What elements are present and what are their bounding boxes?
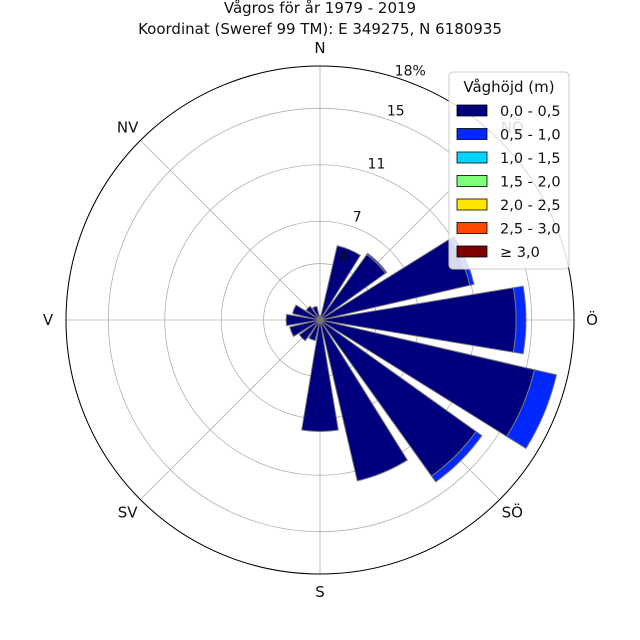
radial-tick-label: 4 [338,249,347,265]
radial-tick-label: 11 [368,156,386,172]
sector-bar-2-bin-1 [366,252,388,274]
direction-label: NV [117,119,139,137]
sector-bar-8-bin-0 [301,319,339,432]
legend-swatch [456,104,488,117]
sector-bar-1-bin-0 [319,245,362,321]
sector-bar-6-bin-1 [430,430,483,483]
grid-spoke-5 [140,319,321,500]
direction-label: Ö [586,310,598,329]
sector-bar-4-bin-1 [512,285,527,355]
chart-subtitle: Koordinat (Sweref 99 TM): E 349275, N 61… [138,20,502,38]
chart-title: Vågros för år 1979 - 2019 [224,0,416,17]
sector-bar-14-bin-0 [305,305,321,321]
direction-label: SV [118,503,139,521]
sector-bar-11-bin-0 [289,319,321,338]
legend-entry-label: 1,0 - 1,5 [500,151,561,167]
grid-spoke-7 [140,140,321,321]
legend: Våghöjd (m) 0,0 - 0,5 0,5 - 1,0 1,0 - 1,5 1… [448,71,570,270]
polar-outer-frame [65,65,575,575]
legend-entry-label: 1,5 - 2,0 [500,175,561,191]
legend-swatch [456,245,488,258]
legend-swatch [456,198,488,211]
legend-entry-label: ≥ 3,0 [500,245,540,261]
radial-tick-labels: 4 7 11 15 18% [338,64,426,266]
direction-label: SÖ [502,502,523,521]
legend-swatch [456,151,488,164]
sector-bar-9-bin-0 [308,319,321,342]
legend-entry-label: 0,0 - 0,5 [500,104,561,120]
direction-label: N [314,39,325,57]
direction-label: S [315,583,325,601]
legend-swatch [456,175,488,187]
legend-entry-label: 0,5 - 1,0 [500,128,561,144]
sector-bar-12-bin-0 [285,313,321,327]
radial-tick-label: 18% [395,64,426,80]
legend-entry-label: 2,5 - 3,0 [500,222,561,238]
sector-bars [285,235,558,483]
sector-bar-13-bin-0 [291,304,321,321]
sector-bar-15-bin-0 [311,305,321,321]
sector-bar-7-bin-0 [319,319,409,482]
legend-swatch [456,128,488,140]
legend-frame [448,71,570,270]
legend-title: Våghöjd (m) [463,78,554,96]
radial-tick-label: 7 [353,209,362,225]
sector-bar-10-bin-0 [298,319,321,342]
legend-swatch [456,222,488,234]
direction-label: V [43,311,54,329]
radial-tick-label: 15 [387,103,405,119]
sector-bar-5-bin-1 [506,369,558,450]
legend-entry-label: 2,0 - 2,5 [500,198,561,214]
